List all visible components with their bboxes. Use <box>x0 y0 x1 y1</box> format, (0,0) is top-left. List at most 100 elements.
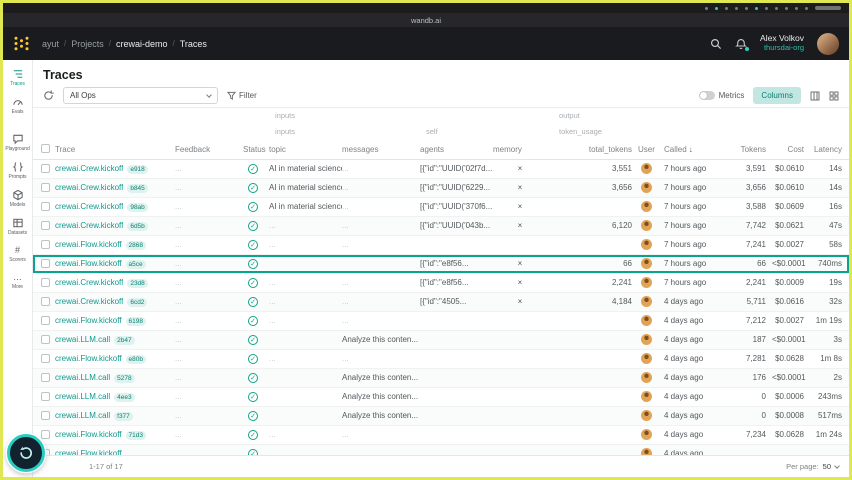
sidebar-item-more[interactable]: … More <box>12 272 23 290</box>
col-header-total-tokens[interactable]: total_tokens <box>588 145 632 154</box>
menubar-icon[interactable] <box>745 6 748 10</box>
row-checkbox[interactable] <box>41 182 50 192</box>
breadcrumb-projects[interactable]: Projects <box>71 38 104 49</box>
col-header-latency[interactable]: Latency <box>813 145 842 154</box>
row-checkbox[interactable] <box>41 277 50 287</box>
menubar-icon[interactable] <box>755 6 758 10</box>
ops-filter-select[interactable]: All Ops <box>63 87 218 104</box>
trace-link[interactable]: crewai.Crew.kickoff <box>55 203 124 211</box>
col-header-called[interactable]: Called ↓ <box>664 145 693 154</box>
refresh-button[interactable] <box>43 90 54 101</box>
table-row[interactable]: crewai.LLM.call 2b47 ... ✓ Analyze this … <box>33 331 849 350</box>
breadcrumb-page[interactable]: Traces <box>179 38 207 49</box>
row-checkbox[interactable] <box>41 353 50 363</box>
metrics-toggle-group[interactable]: Metrics <box>698 91 744 100</box>
trace-link[interactable]: crewai.Crew.kickoff <box>55 165 124 173</box>
col-header-topic[interactable]: topic <box>269 145 286 154</box>
breadcrumb-project[interactable]: crewai-demo <box>116 38 168 49</box>
col-header-trace[interactable]: Trace <box>55 145 76 154</box>
menubar-icon[interactable] <box>765 6 768 10</box>
row-checkbox[interactable] <box>41 296 50 306</box>
columns-button[interactable]: Columns <box>753 87 801 104</box>
col-header-cost[interactable]: Cost <box>787 145 804 154</box>
row-checkbox[interactable] <box>41 334 50 344</box>
trace-link[interactable]: crewai.Flow.kickoff <box>55 241 122 249</box>
select-all-checkbox[interactable] <box>41 144 50 153</box>
row-checkbox[interactable] <box>41 391 50 401</box>
avatar[interactable] <box>817 32 839 55</box>
table-row[interactable]: crewai.LLM.call f377 ... ✓ Analyze this … <box>33 407 849 426</box>
table-row[interactable]: crewai.LLM.call 5278 ... ✓ Analyze this … <box>33 369 849 388</box>
col-header-status[interactable]: Status <box>243 145 266 154</box>
trace-link[interactable]: crewai.Crew.kickoff <box>55 279 124 287</box>
filter-button[interactable]: Filter <box>227 91 257 100</box>
sidebar-item-prompts[interactable]: Prompts <box>3 161 32 180</box>
search-icon[interactable] <box>710 38 722 50</box>
user-menu[interactable]: Alex Volkov thursdai-org <box>760 34 804 52</box>
row-checkbox[interactable] <box>41 258 50 268</box>
menubar-icon[interactable] <box>775 6 778 10</box>
col-header-tokens[interactable]: Tokens <box>740 145 766 154</box>
wandb-logo-icon[interactable] <box>13 35 30 52</box>
table-row[interactable]: crewai.Flow.kickoff 71d3 ... ✓ ... ... 4… <box>33 426 849 445</box>
row-checkbox[interactable] <box>41 315 50 325</box>
menubar-icon[interactable] <box>795 6 798 10</box>
trace-link[interactable]: crewai.LLM.call <box>55 412 111 420</box>
recording-widget[interactable] <box>7 434 45 472</box>
menubar-icon[interactable] <box>715 6 718 10</box>
menubar-icon[interactable] <box>785 6 788 10</box>
trace-link[interactable]: crewai.LLM.call <box>55 393 111 401</box>
table-row[interactable]: crewai.Crew.kickoff e918 ... ✓ AI in mat… <box>33 160 849 179</box>
table-row[interactable]: crewai.Crew.kickoff b845 ... ✓ AI in mat… <box>33 179 849 198</box>
menubar-icon[interactable] <box>735 6 738 10</box>
table-row[interactable]: crewai.Flow.kickoff 6198 ... ✓ ... ... 4… <box>33 312 849 331</box>
table-row[interactable]: crewai.Crew.kickoff 23d8 ... ✓ ... ... [… <box>33 274 849 293</box>
trace-link[interactable]: crewai.Flow.kickoff <box>55 317 122 325</box>
breadcrumb-entity[interactable]: ayut <box>42 38 60 49</box>
trace-link[interactable]: crewai.Flow.kickoff <box>55 355 122 363</box>
table-row[interactable]: crewai.Flow.kickoff ✓ 4 days ago <box>33 445 849 455</box>
notifications-bell-icon[interactable] <box>735 38 750 51</box>
trace-link[interactable]: crewai.LLM.call <box>55 374 111 382</box>
col-header-memory[interactable]: memory <box>493 145 522 154</box>
per-page-select[interactable]: Per page: 50 <box>786 462 840 471</box>
sidebar-item-playground[interactable]: Playground <box>3 133 32 152</box>
row-checkbox[interactable] <box>41 163 50 173</box>
menubar-icon[interactable] <box>805 6 808 10</box>
trace-link[interactable]: crewai.LLM.call <box>55 336 111 344</box>
browser-tab-title[interactable]: wandb.ai <box>410 15 442 25</box>
trace-link[interactable]: crewai.Flow.kickoff <box>55 260 122 268</box>
row-checkbox[interactable] <box>41 201 50 211</box>
menubar-icon[interactable] <box>725 6 728 10</box>
table-row[interactable]: crewai.Flow.kickoff a5ce ... ✓ [{"id":"e… <box>33 255 849 274</box>
col-header-feedback[interactable]: Feedback <box>175 145 211 154</box>
row-checkbox[interactable] <box>41 372 50 382</box>
trace-link[interactable]: crewai.Crew.kickoff <box>55 298 124 306</box>
row-checkbox[interactable] <box>41 410 50 420</box>
sidebar-item-scorers[interactable]: # Scorers <box>9 245 26 263</box>
trace-link[interactable]: crewai.Crew.kickoff <box>55 222 124 230</box>
grid-view-icon[interactable] <box>829 91 839 101</box>
table-row[interactable]: crewai.Crew.kickoff 6d5b ... ✓ ... ... [… <box>33 217 849 236</box>
table-row[interactable]: crewai.Crew.kickoff 6cd2 ... ✓ ... ... [… <box>33 293 849 312</box>
sort-desc-icon[interactable]: ↓ <box>688 145 693 154</box>
col-header-agents[interactable]: agents <box>420 145 445 154</box>
trace-link[interactable]: crewai.Crew.kickoff <box>55 184 124 192</box>
table-row[interactable]: crewai.LLM.call 4ee3 ... ✓ Analyze this … <box>33 388 849 407</box>
trace-link[interactable]: crewai.Flow.kickoff <box>55 431 122 439</box>
sidebar-item-evals[interactable]: Evals <box>3 96 32 115</box>
sidebar-item-models[interactable]: Models <box>3 189 32 208</box>
table-row[interactable]: crewai.Crew.kickoff 98ab ... ✓ AI in mat… <box>33 198 849 217</box>
table-row[interactable]: crewai.Flow.kickoff 2868 ... ✓ ... ... 7… <box>33 236 849 255</box>
table-row[interactable]: crewai.Flow.kickoff e80b ... ✓ ... ... 4… <box>33 350 849 369</box>
col-header-messages[interactable]: messages <box>342 145 379 154</box>
sidebar-item-datasets[interactable]: Datasets <box>3 217 32 236</box>
menubar-icon[interactable] <box>705 6 708 10</box>
trace-link[interactable]: crewai.Flow.kickoff <box>55 450 122 455</box>
col-header-user[interactable]: User <box>638 145 655 154</box>
row-checkbox[interactable] <box>41 220 50 230</box>
row-checkbox[interactable] <box>41 429 50 439</box>
metrics-toggle[interactable] <box>698 91 715 100</box>
column-layout-icon[interactable] <box>810 91 820 101</box>
row-checkbox[interactable] <box>41 239 50 249</box>
